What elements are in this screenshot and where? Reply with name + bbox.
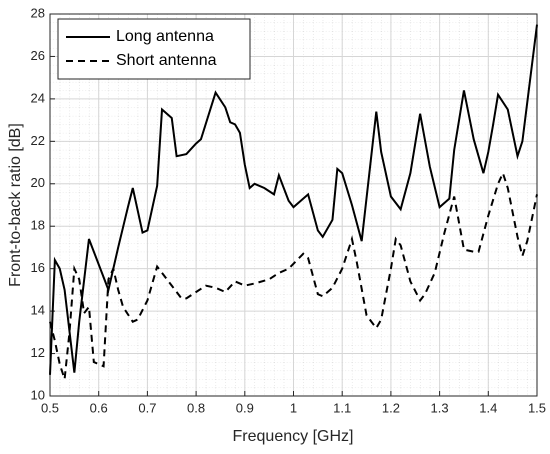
x-tick-label: 0.9 [236,400,254,415]
x-tick-label: 1.2 [382,400,400,415]
series-line [49,24,538,375]
y-tick-label: 18 [31,218,45,233]
x-tick-label: 0.8 [187,400,205,415]
y-tick-label: 24 [31,90,45,105]
x-tick-label: 1.5 [528,400,546,415]
y-tick-label: 12 [31,345,45,360]
x-tick-label: 1.1 [333,400,351,415]
legend-label: Long antenna [116,28,214,45]
x-tick-label: 1.4 [479,400,497,415]
y-tick-label: 16 [31,260,45,275]
x-tick-label: 0.7 [138,400,156,415]
x-tick-label: 0.6 [90,400,108,415]
x-axis-title: Frequency [GHz] [233,428,354,445]
y-tick-label: 20 [31,175,45,190]
y-tick-label: 22 [31,133,45,148]
y-tick-label: 10 [31,387,45,402]
y-axis-title: Front-to-back ratio [dB] [7,123,24,287]
legend-label: Short antenna [116,52,217,69]
x-tick-label: 1 [290,400,297,415]
plot-frame [49,13,538,397]
x-tick-label: 1.3 [431,400,449,415]
y-tick-label: 14 [31,303,45,318]
legend-box [57,18,251,80]
series-line [49,170,538,380]
y-tick-label: 26 [31,48,45,63]
y-tick-label: 28 [31,5,45,20]
x-tick-label: 0.5 [41,400,59,415]
